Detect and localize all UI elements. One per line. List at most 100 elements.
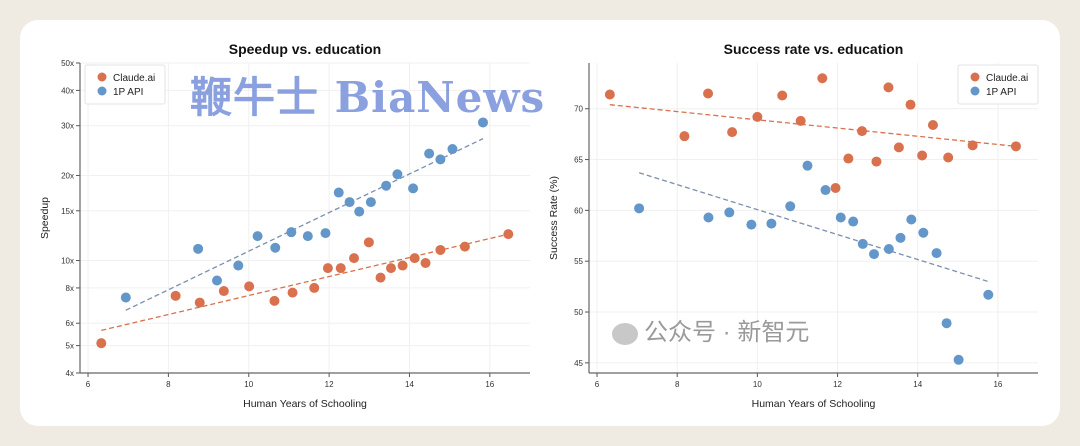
data-point-api — [212, 275, 223, 286]
data-point-claude — [194, 297, 205, 308]
data-point-claude — [435, 244, 446, 255]
data-point-api — [634, 203, 645, 214]
data-point-claude — [830, 183, 841, 194]
data-point-api — [724, 207, 735, 218]
x-tick-label: 8 — [675, 380, 680, 389]
data-point-claude — [409, 253, 420, 264]
x-tick-label: 12 — [833, 380, 842, 389]
y-tick-label: 65 — [574, 156, 583, 165]
data-point-claude — [96, 338, 107, 349]
data-point-claude — [871, 156, 882, 167]
y-tick-label: 50 — [574, 308, 583, 317]
data-point-api — [193, 243, 204, 254]
data-point-api — [365, 197, 376, 208]
data-point-api — [802, 160, 813, 171]
data-point-api — [703, 212, 714, 223]
data-point-claude — [363, 237, 374, 248]
data-point-api — [252, 231, 263, 242]
data-point-api — [869, 249, 880, 260]
data-point-claude — [459, 241, 470, 252]
data-point-claude — [335, 263, 346, 274]
data-point-claude — [604, 89, 615, 100]
data-point-api — [320, 228, 331, 239]
x-tick-label: 6 — [595, 380, 600, 389]
x-tick-label: 16 — [993, 380, 1002, 389]
wechat-icon — [612, 322, 638, 345]
x-axis-label: Human Years of Schooling — [243, 398, 367, 410]
x-tick-label: 10 — [244, 380, 253, 389]
data-point-api — [424, 148, 435, 159]
wechat-watermark-text: 公众号 · 新智元 — [644, 319, 810, 346]
data-point-claude — [397, 260, 408, 271]
data-point-claude — [905, 99, 916, 110]
data-point-api — [895, 232, 906, 243]
y-tick-label: 20x — [61, 171, 74, 180]
data-point-api — [447, 144, 458, 155]
y-tick-label: 10x — [61, 257, 74, 266]
data-point-claude — [817, 73, 828, 84]
data-point-claude — [679, 131, 690, 142]
data-point-api — [344, 197, 355, 208]
x-tick-label: 14 — [913, 380, 922, 389]
y-tick-label: 45 — [574, 359, 583, 368]
data-point-api — [953, 354, 964, 365]
legend-label: 1P API — [113, 87, 143, 98]
data-point-api — [857, 238, 868, 249]
data-point-claude — [218, 286, 229, 297]
data-point-claude — [777, 90, 788, 101]
x-tick-label: 16 — [485, 380, 494, 389]
data-point-claude — [375, 272, 386, 283]
data-point-claude — [843, 153, 854, 164]
legend — [84, 64, 166, 105]
x-axis-label: Human Years of Schooling — [752, 398, 876, 410]
y-tick-label: 4x — [66, 369, 74, 378]
y-tick-label: 6x — [66, 319, 74, 328]
legend-label: Claude.ai — [986, 73, 1028, 84]
trend-line-api — [125, 138, 484, 311]
data-point-api — [286, 227, 297, 238]
legend-marker — [97, 72, 107, 82]
y-tick-label: 70 — [574, 105, 583, 114]
data-point-claude — [703, 88, 714, 99]
data-point-api — [820, 185, 831, 196]
data-point-api — [835, 212, 846, 223]
chart-1: 6 8 10 12 14 16 4x 5x 6x 8x 10x 15x 20x 30x 40x 50x Spee… — [39, 41, 530, 410]
legend-marker — [97, 86, 107, 96]
x-tick-label: 10 — [753, 380, 762, 389]
data-point-claude — [795, 115, 806, 126]
data-point-claude — [927, 120, 938, 130]
legend-marker — [970, 72, 980, 82]
chart-title: Success rate vs. education — [724, 41, 904, 57]
data-point-claude — [917, 150, 928, 161]
data-point-claude — [893, 142, 904, 153]
data-point-claude — [883, 82, 894, 93]
bianews-watermark: 鞭牛士 BiaNews — [190, 73, 546, 122]
x-tick-label: 14 — [405, 380, 414, 389]
y-tick-label: 15x — [61, 207, 74, 216]
legend-marker — [970, 86, 980, 96]
data-point-api — [354, 206, 365, 217]
data-point-claude — [943, 152, 954, 163]
data-point-api — [381, 180, 392, 191]
chart-2: 6 8 10 12 14 16 45 50 55 60 65 70 Success rate vs. e… — [548, 41, 1039, 410]
trend-line-claude — [609, 104, 1017, 147]
data-point-api — [746, 219, 757, 230]
trend-line-api — [638, 172, 989, 283]
data-point-claude — [1010, 141, 1021, 152]
data-point-claude — [170, 290, 181, 301]
data-point-api — [883, 244, 894, 254]
data-point-api — [848, 216, 859, 227]
data-point-api — [983, 289, 994, 300]
data-point-claude — [287, 287, 298, 298]
chart-title: Speedup vs. education — [229, 41, 381, 57]
data-point-claude — [752, 111, 763, 122]
data-point-api — [233, 260, 244, 271]
data-point-claude — [269, 295, 280, 306]
trend-line-claude — [101, 233, 509, 332]
y-axis-label: Speedup — [39, 197, 51, 239]
data-point-api — [408, 183, 419, 194]
data-point-api — [333, 187, 344, 198]
y-axis-label: Success Rate (%) — [548, 176, 560, 260]
data-point-claude — [857, 126, 868, 137]
